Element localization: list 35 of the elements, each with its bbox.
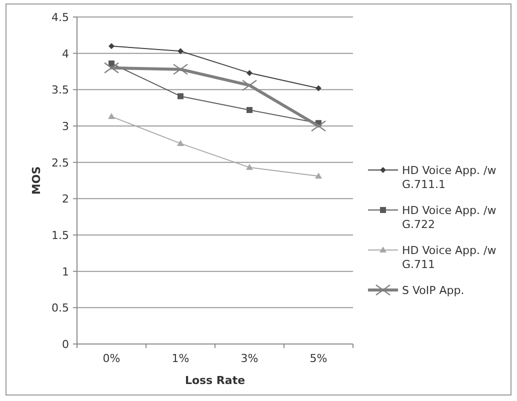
point	[246, 107, 252, 114]
legend-label: HD Voice App. /w G.711	[402, 244, 496, 271]
y-tick-label: 1	[62, 265, 69, 278]
point	[108, 113, 115, 120]
point	[178, 48, 184, 54]
legend-label: HD Voice App. /w G.722	[402, 204, 496, 231]
y-tick-label: 3.5	[52, 84, 69, 97]
x-tick-label: 3%	[240, 352, 258, 365]
y-tick-label: 0	[62, 338, 69, 351]
y-tick-label: 1.5	[52, 229, 69, 242]
point	[108, 43, 114, 50]
point	[246, 70, 252, 76]
x-tick-label: 5%	[310, 352, 328, 365]
y-tick-label: 2	[62, 192, 69, 206]
point	[178, 93, 184, 100]
y-tick-label: 2.5	[52, 156, 69, 170]
point	[172, 64, 188, 75]
point	[242, 80, 258, 91]
point	[177, 140, 184, 146]
point	[316, 85, 322, 92]
y-tick-label: 4	[62, 47, 69, 60]
x-axis-title: Loss Rate	[184, 374, 246, 387]
legend-label: S VoIP App.	[402, 284, 464, 297]
point	[315, 172, 322, 179]
point	[246, 164, 253, 170]
y-axis-title: MOS	[30, 166, 43, 195]
point	[310, 120, 326, 132]
legend-label: HD Voice App. /w G.711.1	[402, 164, 496, 191]
y-tick-label: 0.5	[52, 302, 69, 315]
x-tick-label: 1%	[172, 352, 190, 365]
x-tick-label: 0%	[102, 352, 120, 365]
point	[108, 60, 114, 67]
point	[104, 62, 120, 74]
y-tick-label: 4.5	[52, 11, 69, 24]
y-tick-label: 3	[62, 120, 69, 133]
